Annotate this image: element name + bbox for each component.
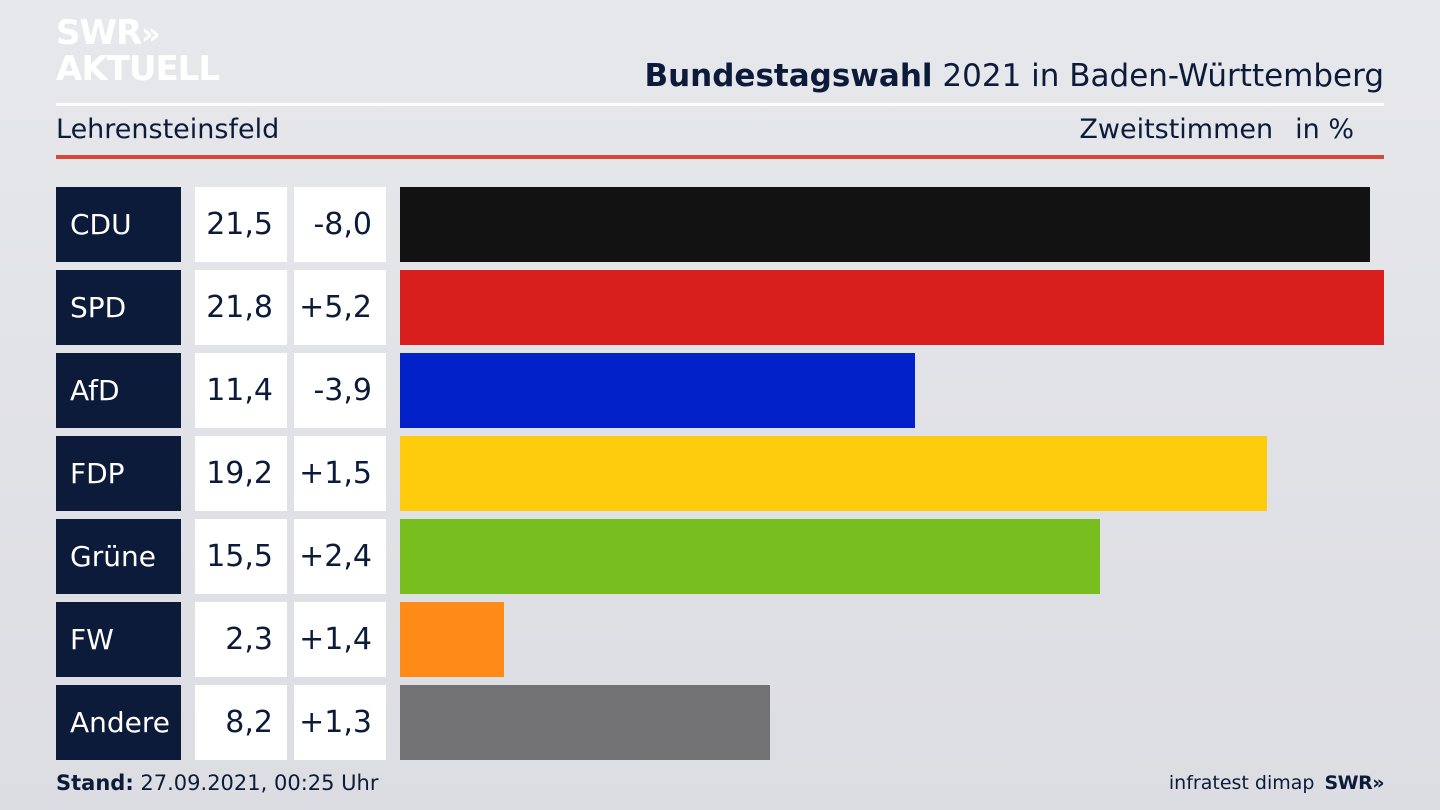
party-label: Grüne <box>56 519 181 594</box>
vote-change-value: +5,2 <box>294 270 386 345</box>
swr-footer-logo: SWR» <box>1324 772 1384 794</box>
accent-divider <box>56 155 1384 159</box>
header-divider <box>56 103 1384 106</box>
result-row: AfD 11,4 -3,9 <box>56 353 1384 428</box>
vote-share-bar <box>400 519 1100 594</box>
source-text: infratest dimap <box>1168 772 1315 794</box>
measure-label: Zweitstimmen in % <box>1079 114 1354 145</box>
region-label: Lehrensteinsfeld <box>56 114 280 145</box>
chart-title-rest: 2021 in Baden-Württemberg <box>932 58 1384 94</box>
swr-aktuell-logo: SWR» AKTUELL <box>56 13 220 89</box>
vote-share-bar <box>400 602 504 677</box>
result-row: Andere 8,2 +1,3 <box>56 685 1384 760</box>
vote-change-value: +2,4 <box>294 519 386 594</box>
vote-share-value: 19,2 <box>195 436 287 511</box>
vote-share-bar <box>400 436 1267 511</box>
party-label: SPD <box>56 270 181 345</box>
vote-share-bar <box>400 685 770 760</box>
result-row: SPD 21,8 +5,2 <box>56 270 1384 345</box>
chart-title: Bundestagswahl 2021 in Baden-Württemberg <box>644 58 1384 94</box>
vote-share-value: 8,2 <box>195 685 287 760</box>
logo-chevron-icon: » <box>141 17 161 52</box>
vote-change-value: +1,4 <box>294 602 386 677</box>
vote-share-value: 21,8 <box>195 270 287 345</box>
vote-share-value: 21,5 <box>195 187 287 262</box>
vote-change-value: +1,3 <box>294 685 386 760</box>
timestamp: Stand: 27.09.2021, 00:25 Uhr <box>56 771 379 795</box>
logo-swr-text: SWR <box>56 13 142 53</box>
unit-text: in % <box>1295 114 1354 145</box>
result-row: FDP 19,2 +1,5 <box>56 436 1384 511</box>
vote-share-value: 15,5 <box>195 519 287 594</box>
vote-share-bar <box>400 187 1370 262</box>
source-credit: infratest dimap SWR» <box>1168 772 1385 794</box>
party-label: Andere <box>56 685 181 760</box>
vote-share-value: 2,3 <box>195 602 287 677</box>
party-label: CDU <box>56 187 181 262</box>
vote-change-value: -8,0 <box>294 187 386 262</box>
measure-text: Zweitstimmen <box>1079 114 1274 145</box>
chart-title-bold: Bundestagswahl <box>644 58 933 94</box>
vote-share-bar <box>400 353 915 428</box>
result-row: Grüne 15,5 +2,4 <box>56 519 1384 594</box>
timestamp-value: 27.09.2021, 00:25 Uhr <box>133 771 379 795</box>
result-row: FW 2,3 +1,4 <box>56 602 1384 677</box>
vote-change-value: +1,5 <box>294 436 386 511</box>
vote-share-bar <box>400 270 1384 345</box>
vote-change-value: -3,9 <box>294 353 386 428</box>
vote-share-value: 11,4 <box>195 353 287 428</box>
timestamp-label: Stand: <box>56 771 134 795</box>
party-label: AfD <box>56 353 181 428</box>
party-label: FDP <box>56 436 181 511</box>
party-label: FW <box>56 602 181 677</box>
result-row: CDU 21,5 -8,0 <box>56 187 1384 262</box>
logo-aktuell-text: AKTUELL <box>56 49 220 89</box>
